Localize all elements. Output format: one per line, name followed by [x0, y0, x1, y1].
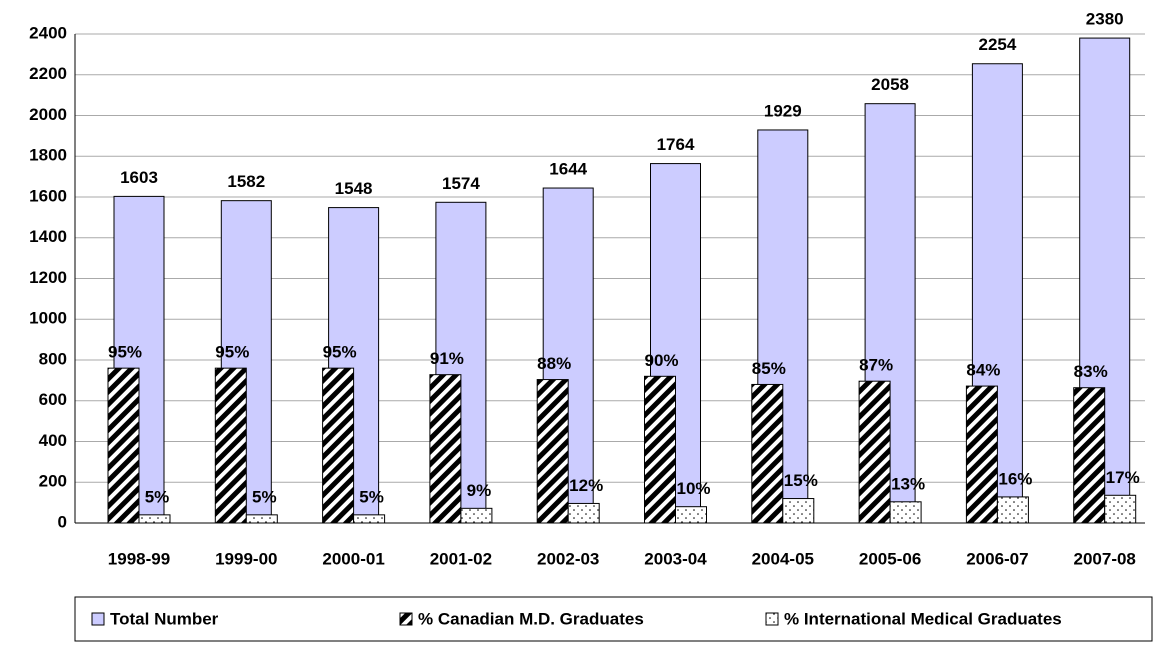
legend-label: Total Number [110, 609, 219, 628]
data-label: 91% [430, 349, 464, 368]
legend: Total Number % Canadian M.D. Graduates % I… [91, 609, 1062, 628]
data-label: 10% [676, 479, 710, 498]
data-label: 13% [891, 474, 925, 493]
data-label: 95% [215, 343, 249, 362]
bar [353, 514, 386, 524]
data-label: 1603 [120, 168, 158, 187]
x-tick-label: 1998-99 [108, 549, 170, 568]
y-tick-label: 2200 [29, 64, 67, 83]
bar [858, 380, 891, 524]
y-tick-label: 1800 [29, 146, 67, 165]
x-tick-label: 2006-07 [966, 549, 1028, 568]
data-label: 16% [998, 469, 1032, 488]
data-label: 5% [145, 487, 170, 506]
y-tick-label: 600 [39, 390, 67, 409]
bar [675, 506, 707, 524]
data-label: 1764 [657, 135, 695, 154]
bar [1073, 387, 1106, 524]
data-label: 5% [252, 487, 277, 506]
y-tick-label: 200 [39, 472, 67, 491]
y-tick-label: 1400 [29, 227, 67, 246]
x-tick-label: 2005-06 [859, 549, 921, 568]
y-tick-label: 0 [58, 512, 67, 531]
data-label: 2380 [1086, 10, 1124, 29]
data-label: 88% [537, 354, 571, 373]
y-tick-label: 1600 [29, 186, 67, 205]
bar [536, 379, 569, 524]
data-label: 17% [1106, 468, 1140, 487]
data-label: 1548 [335, 179, 373, 198]
bar [107, 367, 140, 524]
legend-swatch [765, 612, 779, 626]
bar [644, 375, 676, 524]
legend-swatch [399, 612, 413, 626]
legend-label: % International Medical Graduates [784, 609, 1062, 628]
legend-label: % Canadian M.D. Graduates [418, 609, 644, 628]
data-label: 87% [859, 356, 893, 375]
bar [889, 501, 922, 524]
y-tick-label: 2400 [29, 23, 67, 42]
legend-swatch [91, 612, 105, 626]
labels: 1998-99 1603 95% 5% 1999-00 1582 95% 5% 2000-01 1… [108, 10, 1140, 569]
data-label: 1644 [549, 160, 587, 179]
y-tick-label: 2000 [29, 105, 67, 124]
bar [1104, 494, 1137, 524]
data-label: 1574 [442, 174, 480, 193]
x-tick-label: 2001-02 [430, 549, 492, 568]
bar [138, 514, 171, 524]
data-label: 1929 [764, 101, 802, 120]
data-label: 85% [752, 359, 786, 378]
x-tick-label: 1999-00 [215, 549, 277, 568]
data-label: 95% [323, 343, 357, 362]
data-label: 95% [108, 343, 142, 362]
data-label: 2254 [978, 35, 1016, 54]
data-label: 5% [359, 487, 384, 506]
data-label: 1582 [227, 172, 265, 191]
x-tick-label: 2000-01 [322, 549, 384, 568]
bar [322, 367, 355, 524]
data-label: 90% [644, 351, 678, 370]
data-label: 12% [569, 476, 603, 495]
x-tick-label: 2007-08 [1074, 549, 1136, 568]
bar [567, 502, 600, 524]
data-label: 15% [784, 471, 818, 490]
data-label: 9% [467, 481, 492, 500]
bar [429, 374, 462, 524]
legend-box [74, 596, 1153, 642]
bar [996, 496, 1029, 524]
x-tick-label: 2002-03 [537, 549, 599, 568]
bar [214, 367, 247, 524]
y-tick-label: 1000 [29, 309, 67, 328]
bar [782, 498, 815, 524]
data-label: 2058 [871, 75, 909, 94]
bar [751, 383, 784, 524]
bar [965, 385, 998, 524]
data-label: 83% [1074, 362, 1108, 381]
x-tick-label: 2004-05 [752, 549, 814, 568]
bar [245, 514, 278, 524]
y-tick-label: 400 [39, 431, 67, 450]
data-label: 84% [966, 361, 1000, 380]
y-tick-label: 800 [39, 349, 67, 368]
x-tick-label: 2003-04 [644, 549, 707, 568]
bar [460, 507, 493, 524]
y-tick-label: 1200 [29, 268, 67, 287]
bars [107, 37, 1137, 524]
